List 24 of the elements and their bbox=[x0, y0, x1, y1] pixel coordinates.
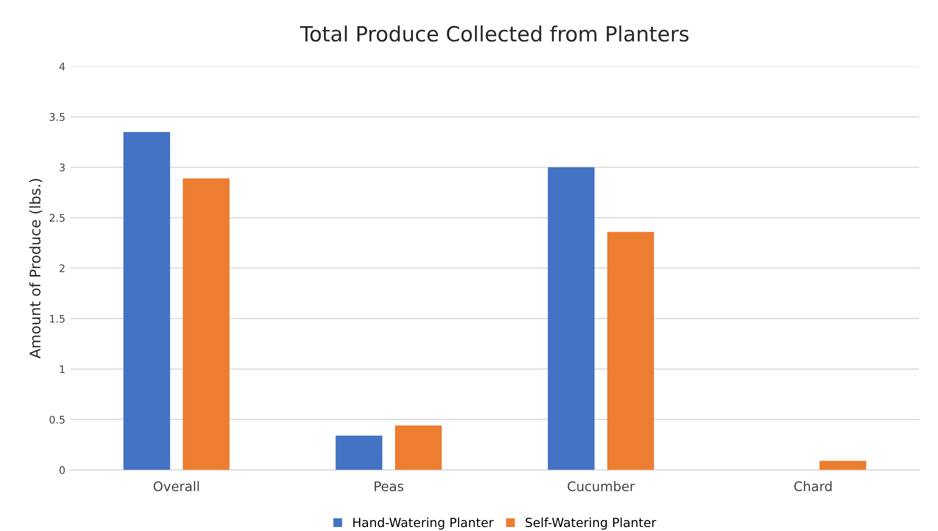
x-tick-label: Overall bbox=[154, 481, 199, 492]
x-tick-label: Peas bbox=[374, 481, 404, 492]
bar bbox=[548, 167, 595, 470]
bar bbox=[819, 460, 866, 470]
y-tick-label: 2.5 bbox=[50, 214, 65, 222]
x-tick-label: Cucumber bbox=[568, 481, 635, 492]
y-tick-label: 2 bbox=[60, 264, 64, 272]
bar bbox=[395, 426, 442, 470]
bar bbox=[607, 232, 654, 470]
y-tick-label: 1.5 bbox=[50, 314, 65, 323]
y-tick-label: 3 bbox=[60, 163, 65, 172]
y-axis-title: Amount of Produce (lbs.) bbox=[29, 179, 42, 358]
bar bbox=[123, 132, 170, 470]
bar bbox=[182, 178, 230, 470]
y-tick-label: 1 bbox=[60, 365, 65, 374]
x-tick-label: Chard bbox=[794, 481, 832, 492]
y-tick-label: 0 bbox=[60, 466, 65, 474]
legend-label: Hand-Watering Planter bbox=[353, 518, 494, 530]
legend-label: Self-Watering Planter bbox=[526, 518, 656, 530]
y-tick-label: 4 bbox=[59, 62, 65, 70]
bar bbox=[336, 436, 382, 470]
y-tick-label: 3.5 bbox=[50, 113, 65, 121]
y-tick-label: 0.5 bbox=[50, 416, 65, 424]
chart-title: Total Produce Collected from Planters bbox=[300, 26, 688, 42]
